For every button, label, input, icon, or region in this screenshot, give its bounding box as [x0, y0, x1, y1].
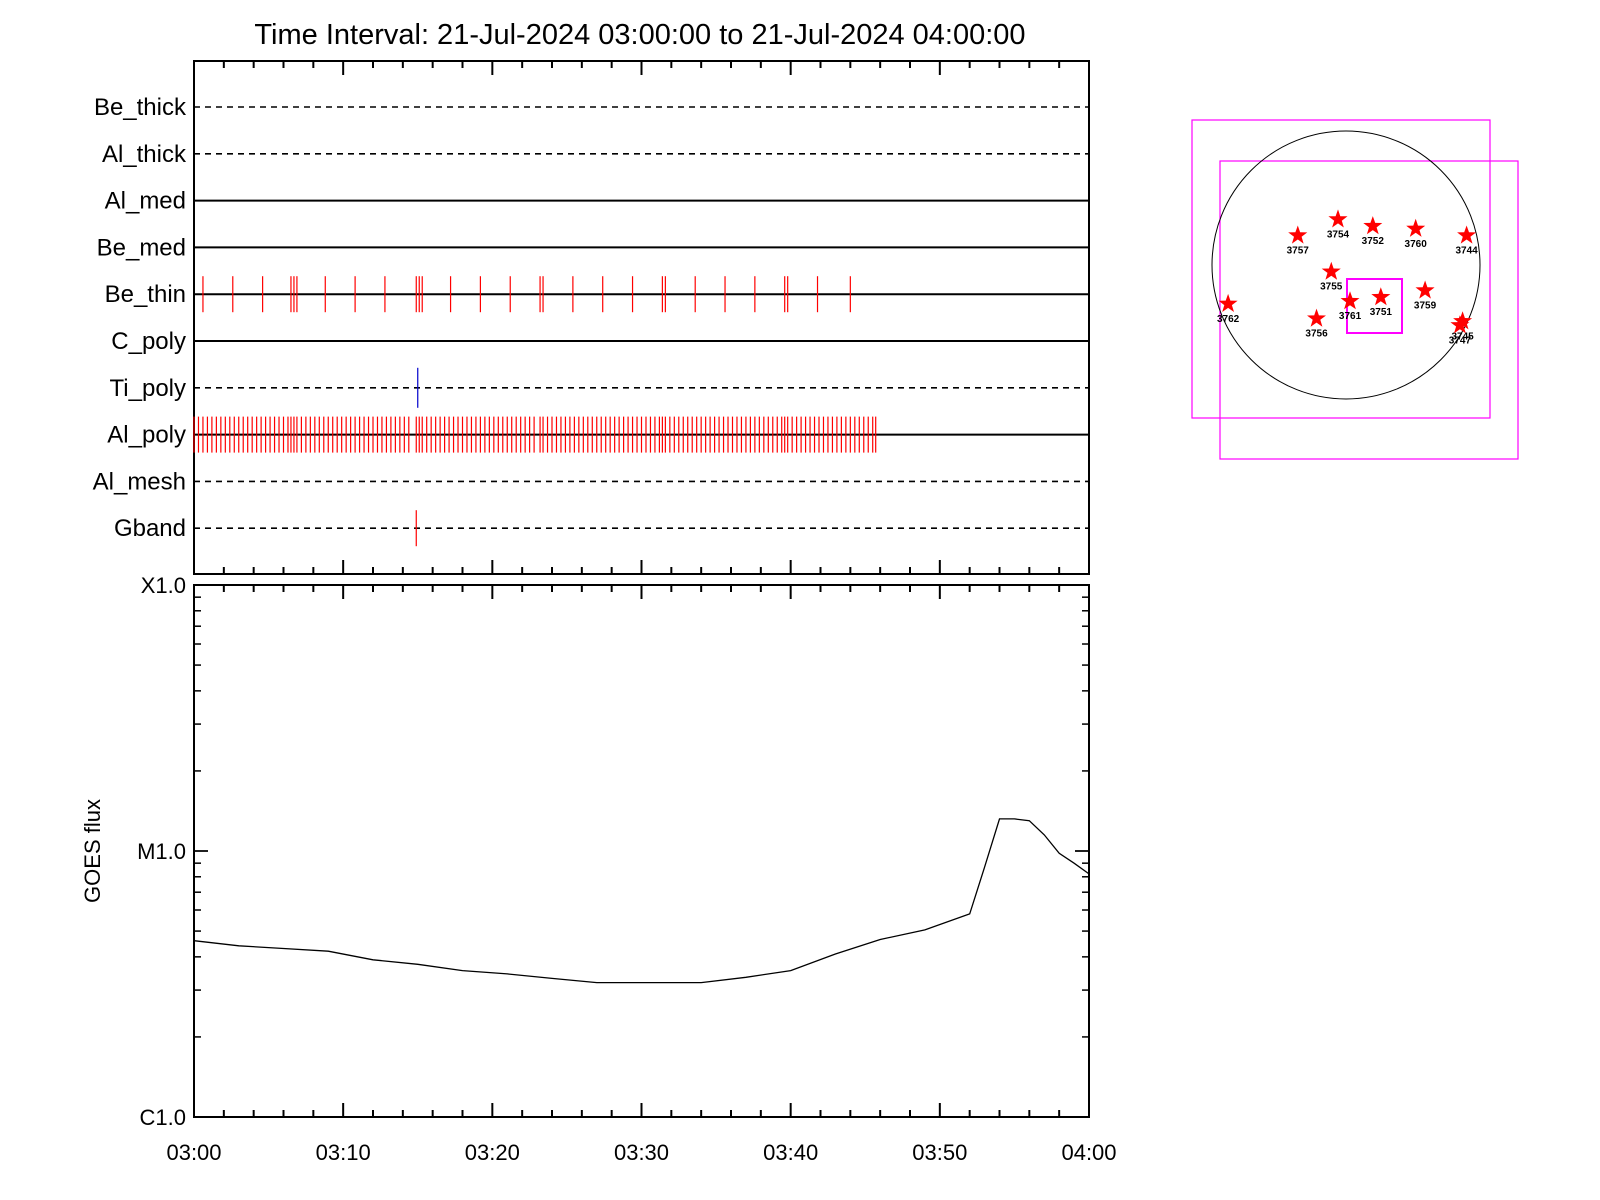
active-region-3747: 3747 [1449, 315, 1472, 346]
active-region-label: 3760 [1405, 239, 1428, 250]
channel-label: Be_thick [94, 94, 187, 121]
active-region-3756: 3756 [1305, 308, 1328, 340]
flare-region-box [1346, 278, 1403, 334]
active-region-label: 3759 [1414, 300, 1437, 311]
chart-title: Time Interval: 21-Jul-2024 03:00:00 to 2… [254, 19, 1025, 51]
solar-disk-panel: 3757 3754 3752 3760 3744 3755 3759 3762 3761 3751… [1191, 119, 1519, 460]
star-marker [1288, 225, 1308, 244]
star-marker [1450, 315, 1470, 334]
goes-x-tick-labels: 03:00 03:10 03:20 03:30 03:40 03:50 04:00 [166, 1140, 1116, 1165]
x-tick-label: 04:00 [1061, 1140, 1116, 1165]
active-region-label: 3761 [1339, 311, 1362, 322]
y-tick-label: M1.0 [137, 839, 186, 864]
star-marker [1457, 225, 1477, 244]
star-marker [1328, 209, 1348, 228]
goes-y-tick-labels: C1.0 M1.0 X1.0 [137, 573, 186, 1130]
y-tick-label: C1.0 [140, 1105, 186, 1130]
channel-ti-poly: Ti_poly [110, 367, 1089, 408]
channel-label: Al_thick [102, 141, 187, 168]
timeline-channels: Be_thick Al_thick Al_med Be_med Be_thin C_pol… [93, 94, 1089, 547]
active-region-3759: 3759 [1414, 280, 1437, 311]
active-region-label: 3754 [1327, 229, 1350, 240]
star-marker [1218, 293, 1238, 312]
channel-label: Ti_poly [110, 375, 186, 402]
active-region-label: 3744 [1455, 246, 1478, 257]
channel-gband: Gband [114, 510, 1089, 547]
channel-al-poly: Al_poly [107, 416, 1089, 453]
active-region-3757: 3757 [1287, 225, 1310, 257]
field-of-view-box [1191, 119, 1491, 419]
event-timeline-panel: Be_thick Al_thick Al_med Be_med Be_thin C_pol… [93, 60, 1090, 575]
active-region-3745: 3745 [1451, 311, 1474, 342]
channel-c-poly: C_poly [111, 328, 1089, 355]
star-marker [1415, 280, 1435, 299]
x-tick-label: 03:00 [166, 1140, 221, 1165]
active-region-3751: 3751 [1370, 287, 1393, 318]
channel-label: Gband [114, 515, 186, 542]
active-region-label: 3751 [1370, 307, 1393, 318]
active-region-label: 3747 [1449, 335, 1472, 346]
goes-frame [193, 584, 1090, 1118]
x-tick-label: 03:30 [614, 1140, 669, 1165]
y-tick-label: X1.0 [141, 573, 186, 598]
x-tick-label: 03:20 [465, 1140, 520, 1165]
channel-label: Al_mesh [93, 468, 186, 495]
x-tick-label: 03:40 [763, 1140, 818, 1165]
star-marker [1363, 216, 1383, 235]
star-marker [1371, 287, 1391, 306]
channel-label: C_poly [111, 328, 186, 355]
channel-label: Be_med [97, 234, 186, 261]
active-region-label: 3752 [1362, 236, 1385, 247]
goes-flux-line [193, 818, 1090, 984]
active-regions: 3757 3754 3752 3760 3744 3755 3759 3762 3761 3751… [1217, 209, 1478, 346]
star-marker [1340, 291, 1360, 310]
channel-label: Be_thin [105, 281, 186, 308]
channel-al-mesh: Al_mesh [93, 468, 1089, 495]
timeline-ticks [193, 61, 1090, 574]
active-region-label: 3762 [1217, 314, 1240, 325]
y-axis-label: GOES flux [80, 799, 105, 903]
active-region-label: 3745 [1451, 331, 1474, 342]
channel-be-thick: Be_thick [94, 94, 1089, 121]
goes-ticks [193, 584, 1090, 1118]
timeline-frame [193, 60, 1090, 575]
active-region-3761: 3761 [1339, 291, 1362, 322]
active-region-3762: 3762 [1217, 293, 1240, 325]
x-tick-label: 03:50 [912, 1140, 967, 1165]
active-region-label: 3755 [1320, 282, 1343, 293]
channel-al-med: Al_med [105, 188, 1089, 215]
star-marker [1406, 218, 1426, 237]
active-region-label: 3756 [1305, 329, 1328, 340]
channel-label: Al_poly [107, 422, 186, 449]
channel-al-thick: Al_thick [102, 141, 1089, 168]
active-region-3754: 3754 [1327, 209, 1350, 240]
active-region-3744: 3744 [1455, 225, 1478, 257]
channel-be-thin: Be_thin [105, 276, 1089, 313]
star-marker [1307, 308, 1326, 327]
active-region-3755: 3755 [1320, 261, 1343, 293]
active-region-3752: 3752 [1362, 216, 1385, 247]
active-region-label: 3757 [1287, 246, 1310, 257]
star-marker [1321, 261, 1341, 280]
channel-be-med: Be_med [97, 234, 1089, 261]
goes-series [193, 818, 1090, 984]
solar-disk [1211, 130, 1481, 400]
goes-flux-panel: C1.0M1.0X1.0 03:00 03:10 03:20 03:30 03:40 03… [80, 573, 1117, 1165]
star-marker [1453, 311, 1473, 330]
active-region-3760: 3760 [1405, 218, 1428, 250]
channel-label: Al_med [105, 188, 186, 215]
x-tick-label: 03:10 [316, 1140, 371, 1165]
